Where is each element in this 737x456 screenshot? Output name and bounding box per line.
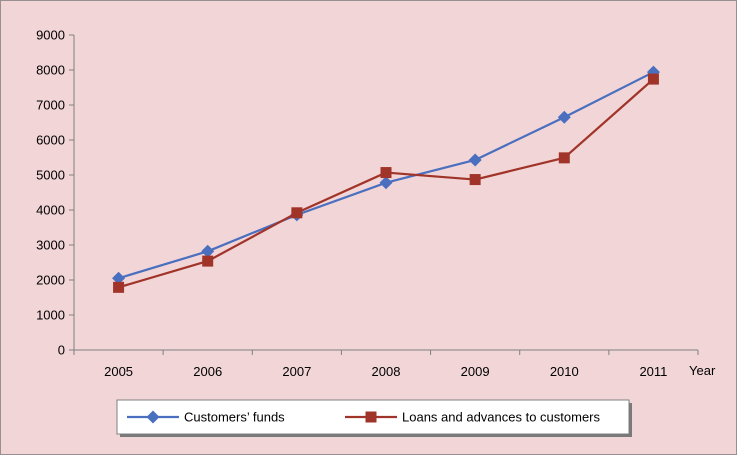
data-point: [291, 207, 303, 219]
y-tick-label: 2000: [36, 273, 65, 288]
x-axis-title: Year: [689, 363, 716, 378]
legend-label: Loans and advances to customers: [402, 410, 601, 425]
y-axis-ticks: 0 1000 2000 3000 4000 5000 6000 7000 8000 9000: [36, 28, 74, 358]
y-tick-label: 6000: [36, 133, 65, 148]
legend-item: Loans and advances to customers: [345, 410, 601, 425]
series-layer: [112, 65, 660, 293]
legend: Customers’ funds Loans and advances to cu…: [116, 399, 632, 437]
legend-shadow: [629, 403, 632, 437]
y-tick-label: 3000: [36, 238, 65, 253]
legend-item: Customers’ funds: [127, 410, 285, 425]
y-tick-label: 8000: [36, 63, 65, 78]
legend-shadow-bottom: [120, 434, 632, 437]
data-point: [113, 281, 125, 293]
x-tick-label: 2009: [461, 364, 490, 379]
x-axis-ticks: 2005 2006 2007 2008 2009 2010 2011: [73, 350, 699, 379]
y-tick-label: 5000: [36, 168, 65, 183]
data-point: [201, 244, 215, 258]
x-tick-label: 2006: [193, 364, 222, 379]
data-point: [558, 152, 570, 164]
legend-label: Customers’ funds: [184, 410, 285, 425]
x-tick-label: 2005: [104, 364, 133, 379]
data-point: [557, 110, 571, 124]
y-tick-label: 7000: [36, 98, 65, 113]
data-point: [469, 174, 481, 186]
legend-swatch-marker: [365, 411, 377, 423]
x-tick-label: 2011: [639, 364, 667, 379]
data-point: [112, 271, 126, 285]
legend-swatch-marker: [146, 410, 160, 424]
x-tick-label: 2007: [282, 364, 311, 379]
y-tick-label: 1000: [36, 308, 65, 323]
x-tick-label: 2010: [550, 364, 579, 379]
data-point: [647, 73, 659, 85]
y-tick-label: 9000: [36, 28, 65, 43]
chart-axes: [73, 35, 698, 351]
data-point: [379, 176, 393, 190]
data-point: [380, 167, 392, 179]
x-tick-label: 2008: [372, 364, 401, 379]
y-tick-label: 0: [58, 343, 65, 358]
y-tick-label: 4000: [36, 203, 65, 218]
data-point: [202, 255, 214, 267]
series-2: [113, 73, 659, 293]
data-point: [468, 153, 482, 167]
